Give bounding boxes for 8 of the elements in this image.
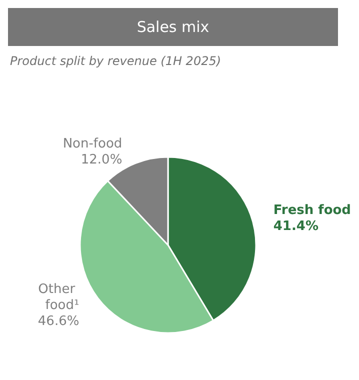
slice-label: Fresh food (273, 202, 351, 218)
data-label: 12.0% (80, 152, 122, 168)
chart-subtitle: Product split by revenue (1H 2025) (10, 54, 222, 68)
data-label: 46.6% (38, 314, 80, 329)
data-label: 41.4% (273, 218, 318, 234)
slice-label: Other food¹ (38, 282, 80, 313)
slice-label: Non-food (62, 136, 122, 152)
chart-title: Sales mix (8, 8, 338, 46)
